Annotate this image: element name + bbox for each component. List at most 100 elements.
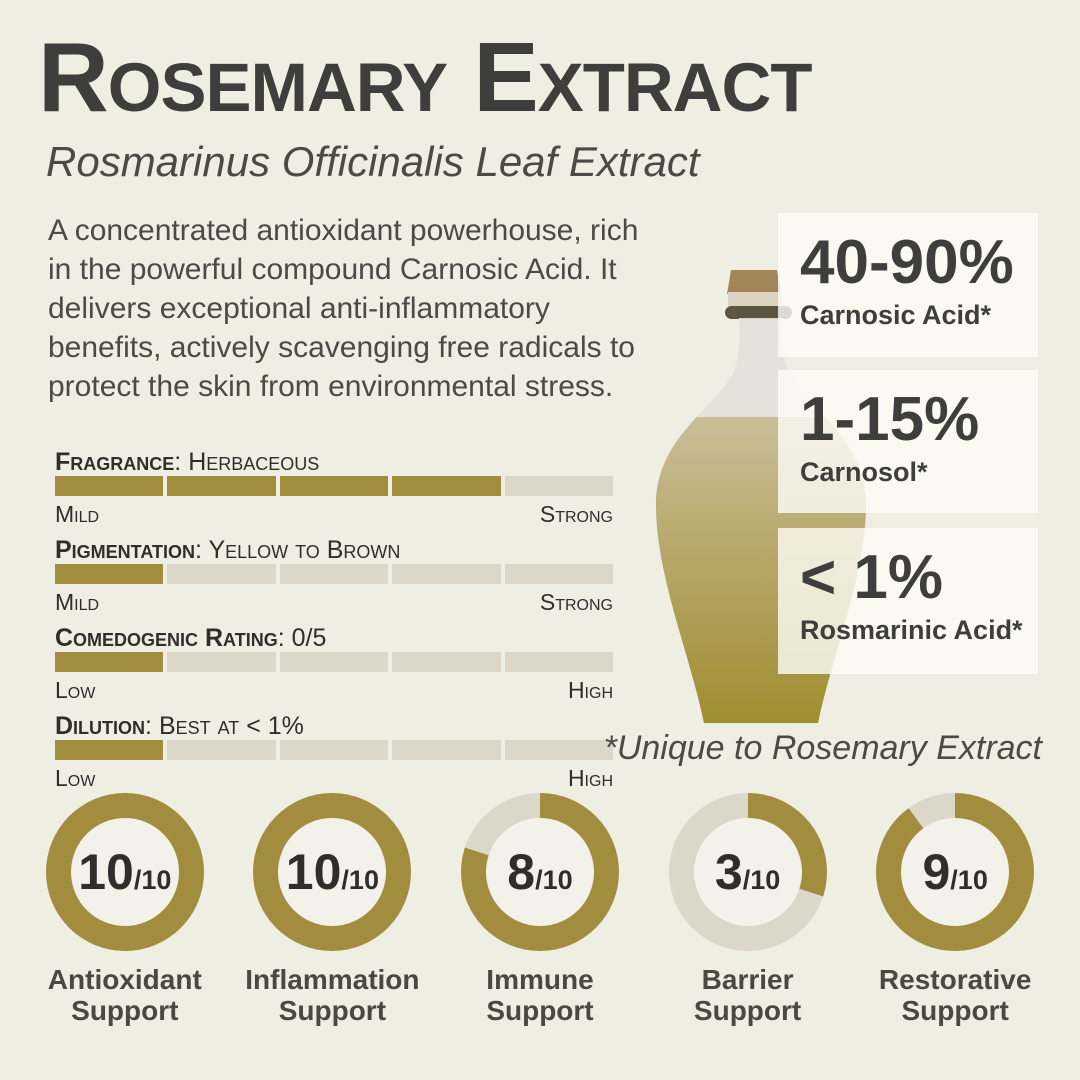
bar-min-label: Low: [55, 677, 96, 703]
donut-ring: 10/10: [253, 793, 412, 951]
donut-label: Immune Support: [486, 964, 594, 1026]
donut-ring: 9/10: [876, 793, 1035, 951]
donut-score: 10/10: [78, 847, 171, 897]
bottle-cork: [727, 270, 781, 294]
bar-scale-labels: Low High: [55, 677, 613, 703]
rating-bar: [55, 652, 614, 672]
attribute-label: Dilution: Best at < 1%: [55, 712, 613, 740]
donut-ring-center: 10/10: [278, 818, 387, 926]
donut-label: Barrier Support: [693, 964, 802, 1026]
composition-callout-rosmarinic-acid: < 1% Rosmarinic Acid*: [778, 528, 1038, 674]
donut-label: Inflammation Support: [245, 964, 420, 1026]
attribute-value: 0/5: [291, 624, 327, 652]
bar-segment: [392, 652, 501, 672]
bar-segment: [279, 652, 389, 672]
score-value: 9: [922, 844, 951, 900]
attribute-separator: :: [174, 448, 189, 476]
attribute-row-pigmentation: Pigmentation: Yellow to Brown Mild Strong: [55, 536, 614, 615]
bar-segment: [504, 564, 614, 584]
score-immune: 8/10 Immune Support: [436, 793, 644, 1026]
attribute-name: Dilution: [55, 712, 146, 740]
bar-segment: [55, 652, 164, 672]
donut-label: Restorative Support: [878, 964, 1032, 1026]
callout-compound: Rosmarinic Acid*: [800, 615, 1023, 645]
bar-segment: [504, 740, 614, 760]
donut-score: 8/10: [507, 847, 572, 897]
bar-min-label: Mild: [55, 501, 100, 527]
donut-score: 9/10: [922, 847, 987, 897]
rating-bar: [55, 564, 614, 584]
attribute-bars-section: Fragrance: Herbaceous Mild Strong Pigment…: [55, 448, 614, 791]
composition-callout-carnosic-acid: 40-90% Carnosic Acid*: [778, 213, 1038, 357]
attribute-label: Comedogenic Rating: 0/5: [55, 624, 613, 652]
bar-max-label: High: [567, 765, 613, 791]
attribute-separator: :: [145, 712, 159, 740]
score-suffix: /10: [133, 865, 172, 895]
donut-score: 10/10: [286, 847, 379, 897]
donut-score: 3/10: [715, 847, 780, 897]
bar-max-label: High: [567, 677, 613, 703]
attribute-row-fragrance: Fragrance: Herbaceous Mild Strong: [55, 448, 614, 527]
callout-compound: Carnosic Acid*: [800, 300, 992, 330]
donut-ring-center: 3/10: [693, 818, 802, 926]
attribute-name: Comedogenic Rating: [55, 624, 278, 652]
score-value: 10: [78, 844, 134, 900]
attribute-name: Pigmentation: [55, 536, 195, 564]
attribute-label: Fragrance: Herbaceous: [55, 448, 613, 476]
score-suffix: /10: [341, 865, 379, 895]
bar-max-label: Strong: [539, 501, 613, 527]
score-suffix: /10: [535, 865, 573, 895]
donut-ring-center: 9/10: [901, 818, 1010, 926]
rating-bar: [55, 476, 614, 496]
attribute-label: Pigmentation: Yellow to Brown: [55, 536, 613, 564]
score-suffix: /10: [742, 865, 781, 895]
bar-segment: [279, 564, 389, 584]
bar-segment: [55, 476, 164, 496]
bar-scale-labels: Mild Strong: [55, 589, 613, 615]
bar-max-label: Strong: [539, 589, 613, 615]
callout-percent: 40-90%: [800, 228, 1014, 297]
attribute-row-dilution: Dilution: Best at < 1% Low High: [55, 712, 614, 791]
donut-ring: 8/10: [460, 793, 619, 951]
score-value: 10: [285, 844, 342, 900]
score-value: 3: [714, 844, 743, 900]
callout-percent: 1-15%: [800, 385, 980, 454]
score-antioxidant: 10/10 Antioxidant Support: [21, 793, 229, 1026]
description-text: A concentrated antioxidant powerhouse, r…: [48, 214, 639, 403]
bar-segment: [392, 564, 501, 584]
page-subtitle: Rosmarinus Officinalis Leaf Extract: [46, 138, 700, 185]
rating-bar: [55, 740, 614, 760]
bar-segment: [279, 476, 389, 496]
donut-ring: 3/10: [668, 793, 827, 951]
attribute-separator: :: [277, 624, 292, 652]
bar-segment: [167, 740, 276, 760]
bar-segment: [167, 564, 276, 584]
bar-scale-labels: Mild Strong: [55, 501, 613, 527]
attribute-name: Fragrance: [55, 448, 175, 476]
score-suffix: /10: [950, 865, 988, 895]
score-restorative: 9/10 Restorative Support: [851, 793, 1059, 1026]
attribute-value: Yellow to Brown: [208, 536, 401, 564]
bar-segment: [167, 476, 276, 496]
page-title: Rosemary Extract: [38, 22, 812, 132]
callout-compound: Carnosol*: [800, 457, 928, 487]
composition-callout-carnosol: 1-15% Carnosol*: [778, 370, 1038, 513]
bar-scale-labels: Low High: [55, 765, 613, 791]
donut-ring-center: 8/10: [485, 818, 594, 926]
bar-min-label: Low: [55, 765, 96, 791]
bar-segment: [392, 476, 501, 496]
attribute-row-comedogenic: Comedogenic Rating: 0/5 Low High: [55, 624, 614, 703]
bottle-cork-band: [728, 292, 782, 307]
donut-ring-center: 10/10: [70, 818, 179, 926]
donut-ring: 10/10: [45, 793, 204, 951]
score-barrier: 3/10 Barrier Support: [644, 793, 852, 1026]
bar-segment: [55, 740, 164, 760]
composition-footnote: *Unique to Rosemary Extract: [603, 729, 1042, 767]
bar-min-label: Mild: [55, 589, 100, 615]
bar-segment: [55, 564, 164, 584]
attribute-value: Best at < 1%: [158, 712, 304, 740]
bar-segment: [392, 740, 501, 760]
bottle-lip: [725, 306, 792, 319]
bar-segment: [504, 652, 614, 672]
